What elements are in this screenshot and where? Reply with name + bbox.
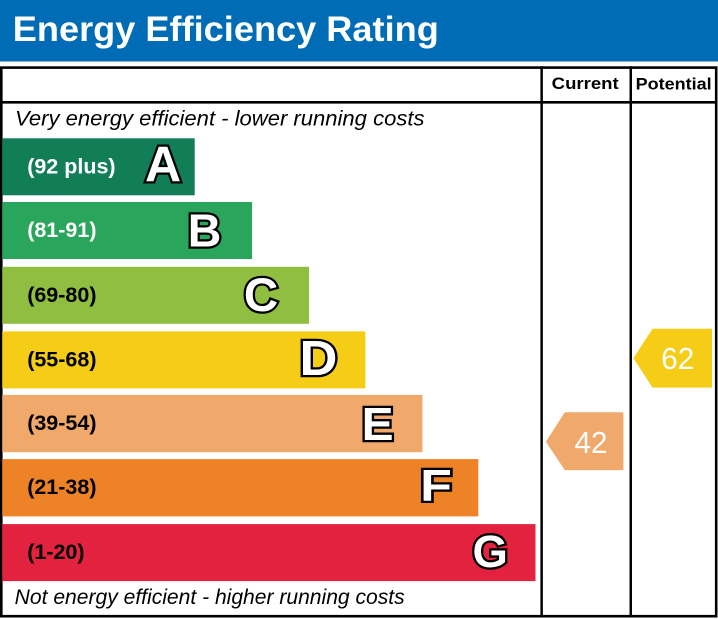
svg-text:G: G [472, 526, 507, 577]
svg-text:A: A [145, 137, 181, 193]
svg-text:Potential: Potential [636, 74, 712, 93]
svg-text:(92 plus): (92 plus) [27, 154, 115, 178]
svg-text:Very energy efficient - lower: Very energy efficient - lower running co… [15, 108, 425, 131]
svg-text:42: 42 [575, 426, 608, 460]
svg-text:Energy Efficiency Rating: Energy Efficiency Rating [13, 10, 439, 49]
svg-text:(21-38): (21-38) [27, 475, 96, 499]
svg-text:Not energy efficient - higher: Not energy efficient - higher running co… [15, 586, 405, 609]
svg-text:B: B [188, 204, 222, 256]
svg-text:E: E [362, 399, 394, 451]
svg-text:(55-68): (55-68) [27, 347, 96, 371]
svg-text:(69-80): (69-80) [27, 283, 96, 307]
svg-text:(1-20): (1-20) [27, 540, 84, 564]
svg-text:(39-54): (39-54) [27, 411, 96, 435]
svg-text:(81-91): (81-91) [27, 218, 96, 242]
svg-text:C: C [244, 269, 278, 322]
svg-text:62: 62 [661, 342, 694, 376]
svg-text:D: D [299, 330, 337, 385]
svg-text:F: F [420, 462, 452, 512]
svg-text:Current: Current [552, 74, 619, 93]
